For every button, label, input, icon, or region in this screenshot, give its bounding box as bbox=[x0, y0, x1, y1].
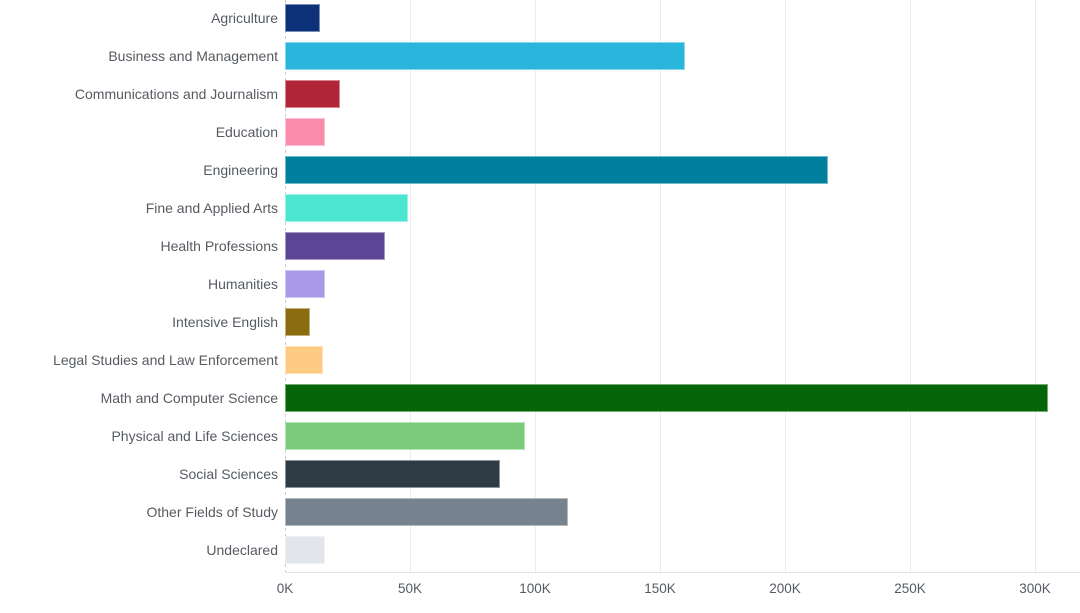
category-label-agriculture: Agriculture bbox=[211, 9, 278, 26]
category-label-communications-and-journalism: Communications and Journalism bbox=[74, 85, 278, 102]
category-label-intensive-english: Intensive English bbox=[172, 314, 278, 331]
category-label-fine-and-applied-arts: Fine and Applied Arts bbox=[145, 199, 278, 216]
category-label-other-fields-of-study: Other Fields of Study bbox=[146, 504, 278, 521]
category-label-undeclared: Undeclared bbox=[206, 542, 278, 559]
x-axis-line bbox=[285, 572, 1080, 573]
category-label-health-professions: Health Professions bbox=[160, 237, 278, 254]
bar-undeclared[interactable] bbox=[285, 536, 325, 565]
category-label-humanities: Humanities bbox=[207, 275, 278, 292]
gridline-50k bbox=[410, 0, 411, 572]
bar-legal-studies-and-law-enforcement[interactable] bbox=[285, 346, 323, 375]
bar-humanities[interactable] bbox=[285, 269, 325, 298]
bar-social-sciences[interactable] bbox=[285, 460, 500, 489]
x-tick-label-100k: 100K bbox=[519, 581, 551, 596]
x-tick-label-150k: 150K bbox=[644, 581, 676, 596]
bar-fine-and-applied-arts[interactable] bbox=[285, 193, 408, 222]
gridline-150k bbox=[660, 0, 661, 572]
bar-intensive-english[interactable] bbox=[285, 308, 310, 337]
bar-business-and-management[interactable] bbox=[285, 41, 685, 70]
category-label-business-and-management: Business and Management bbox=[108, 47, 278, 64]
bar-agriculture[interactable] bbox=[285, 3, 320, 32]
x-tick-label-0k: 0K bbox=[276, 581, 294, 596]
x-tick-label-250k: 250K bbox=[894, 581, 926, 596]
x-tick-label-200k: 200K bbox=[769, 581, 801, 596]
category-label-math-and-computer-science: Math and Computer Science bbox=[100, 390, 278, 407]
bar-education[interactable] bbox=[285, 117, 325, 146]
bar-communications-and-journalism[interactable] bbox=[285, 79, 340, 108]
bar-health-professions[interactable] bbox=[285, 231, 385, 260]
gridline-250k bbox=[910, 0, 911, 572]
gridline-200k bbox=[785, 0, 786, 572]
gridline-300k bbox=[1035, 0, 1036, 572]
bar-other-fields-of-study[interactable] bbox=[285, 498, 568, 527]
bar-physical-and-life-sciences[interactable] bbox=[285, 422, 525, 451]
category-label-education: Education bbox=[215, 123, 278, 140]
bar-math-and-computer-science[interactable] bbox=[285, 384, 1048, 413]
x-tick-label-50k: 50K bbox=[397, 581, 423, 596]
bar-engineering[interactable] bbox=[285, 155, 828, 184]
category-label-social-sciences: Social Sciences bbox=[179, 466, 278, 483]
x-tick-label-300k: 300K bbox=[1019, 581, 1051, 596]
plot-area bbox=[285, 0, 1080, 572]
gridline-100k bbox=[535, 0, 536, 572]
category-label-physical-and-life-sciences: Physical and Life Sciences bbox=[111, 428, 278, 445]
category-label-legal-studies-and-law-enforcement: Legal Studies and Law Enforcement bbox=[53, 352, 278, 369]
category-label-engineering: Engineering bbox=[203, 161, 278, 178]
